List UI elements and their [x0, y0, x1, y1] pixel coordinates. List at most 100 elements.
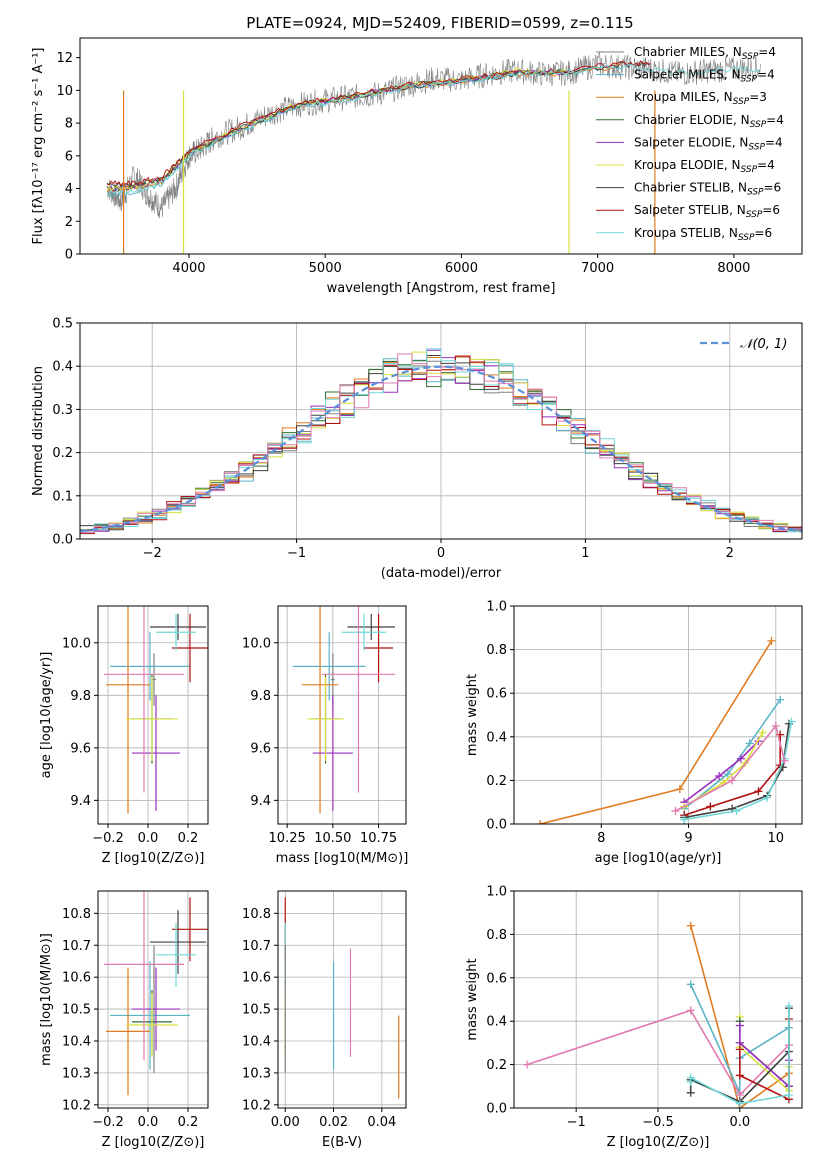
y-tick-label: 9.8	[250, 689, 271, 704]
plot-area	[80, 348, 802, 535]
plus-marker	[686, 921, 695, 930]
x-tick-label: 0.0	[729, 1115, 750, 1130]
plot-area	[292, 606, 396, 814]
legend-label: Kroupa STELIB, NSSP=6	[634, 226, 772, 243]
plus-marker	[735, 1071, 744, 1080]
error-point	[110, 961, 190, 1070]
x-tick-label: −0.2	[92, 1115, 124, 1130]
error-point	[321, 606, 396, 793]
x-tick-label: −2	[143, 546, 162, 561]
x-axis-label: Z [log10(Z/Z⊙)]	[607, 1135, 710, 1150]
error-point	[156, 922, 196, 987]
y-tick-label: 0.0	[486, 1102, 507, 1117]
y-tick-label: 4	[65, 182, 73, 197]
x-tick-label: 0.2	[178, 831, 199, 846]
y-tick-label: 10.2	[242, 1098, 271, 1113]
plot-age_vs_mass: 10.25 10.50 10.75 9.4 9.6 9.8 10.0 mass [log10(…	[242, 605, 409, 866]
y-tick-label: 0.1	[52, 489, 73, 504]
error-point	[132, 695, 180, 811]
plot-residuals: −2 −1 0 1 2 0.0 0.1 0.2 0.3 0.4 0.5 (data-model)/er…	[31, 317, 803, 581]
x-tick-label: 1	[581, 546, 589, 561]
plus-marker	[784, 1090, 793, 1099]
legend-subscript: SSP	[741, 75, 758, 85]
error-point	[363, 613, 394, 683]
x-axis-label: (data-model)/error	[381, 566, 502, 581]
x-tick-label: 0	[437, 546, 445, 561]
plot-mass_vs_ebv: 0.00 0.02 0.04 10.2 10.3 10.4 10.5 10.6 10.7 10.8…	[242, 890, 407, 1150]
axes-frame	[277, 890, 407, 1109]
y-tick-label: 0.8	[486, 643, 507, 658]
plus-marker	[771, 721, 780, 730]
plot-age_vs_Z: −0.2 0.0 0.2 9.4 9.6 9.8 10.0 Z [log10(Z/Z⊙)] ag…	[39, 605, 209, 866]
plus-marker	[732, 806, 741, 815]
plus-marker	[728, 776, 737, 785]
y-tick-label: 0.0	[486, 818, 507, 833]
y-axis-label: mass weight	[465, 958, 480, 1040]
plus-marker	[671, 806, 680, 815]
plots: 4000 5000 6000 7000 8000024681012wavelength …	[31, 37, 803, 1150]
series-line	[106, 51, 761, 219]
series-line	[106, 67, 567, 192]
y-tick-label: 10.0	[62, 636, 91, 651]
x-tick-label: 0.0	[138, 831, 159, 846]
x-tick-label: 0.2	[178, 1115, 199, 1130]
x-tick-label: 10	[768, 831, 785, 846]
axes-frame	[79, 37, 803, 255]
y-tick-label: 0.2	[486, 1058, 507, 1073]
plot-area	[523, 921, 793, 1108]
error-point	[104, 606, 184, 793]
y-tick-label: 9.4	[250, 794, 271, 809]
axes-frame	[97, 890, 209, 1109]
plus-marker	[735, 1021, 744, 1030]
plot-area	[104, 891, 208, 1096]
y-tick-label: 0.4	[486, 1015, 507, 1030]
y-tick-label: 10.5	[62, 1003, 91, 1018]
plus-marker	[686, 1006, 695, 1015]
series-line	[106, 61, 651, 188]
y-tick-label: 10.6	[62, 971, 91, 986]
series-line	[107, 70, 567, 192]
legend: Chabrier MILES, NSSP=4 Salpeter MILES, NS…	[596, 45, 784, 243]
legend-suffix: =4	[757, 68, 775, 82]
plot-mass_weight_vs_Z: −1 −0.5 0.0 0.0 0.2 0.4 0.6 0.8 1.0 Z [log10(Z/Z⊙…	[465, 885, 803, 1150]
y-tick-label: 10.3	[62, 1066, 91, 1081]
plus-marker	[758, 728, 767, 737]
error-point	[150, 910, 206, 974]
legend: 𝒩(0, 1)	[700, 337, 787, 352]
plus-marker	[776, 695, 785, 704]
series-line	[526, 1009, 790, 1097]
legend-label: Chabrier ELODIE, NSSP=4	[634, 113, 784, 130]
x-tick-label: −0.2	[92, 831, 124, 846]
x-tick-label: 10.50	[314, 831, 351, 846]
y-tick-label: 9.6	[250, 741, 271, 756]
axes-frame	[513, 605, 803, 825]
x-axis-label: mass [log10(M/M⊙)]	[276, 851, 409, 866]
x-tick-label: 7000	[581, 261, 614, 276]
x-tick-label: 0.04	[367, 1115, 396, 1130]
series-line	[107, 64, 760, 196]
error-point	[347, 613, 396, 641]
legend-label: Salpeter STELIB, NSSP=6	[634, 203, 780, 220]
plus-marker	[523, 1060, 532, 1069]
y-tick-label: 10.5	[242, 1003, 271, 1018]
legend-subscript: SSP	[742, 52, 759, 62]
legend-suffix: =4	[765, 135, 783, 149]
error-point	[106, 606, 150, 814]
y-tick-label: 9.8	[70, 689, 91, 704]
legend-subscript: SSP	[750, 120, 767, 130]
legend-suffix: =3	[749, 90, 767, 104]
plus-marker	[675, 785, 684, 794]
error-point	[132, 967, 180, 1051]
y-tick-label: 0.4	[486, 730, 507, 745]
legend-subscript: SSP	[748, 142, 765, 152]
legend-subscript: SSP	[741, 165, 758, 175]
y-tick-label: 10	[56, 84, 73, 99]
y-axis-label: mass [log10(M/M⊙)]	[39, 933, 54, 1066]
x-tick-label: 8	[597, 831, 605, 846]
error-point	[312, 695, 353, 811]
y-tick-label: 10.2	[62, 1098, 91, 1113]
legend-suffix: =6	[754, 226, 772, 240]
plus-marker	[763, 793, 772, 802]
y-tick-label: 0.6	[486, 687, 507, 702]
x-tick-label: 10.75	[360, 831, 397, 846]
